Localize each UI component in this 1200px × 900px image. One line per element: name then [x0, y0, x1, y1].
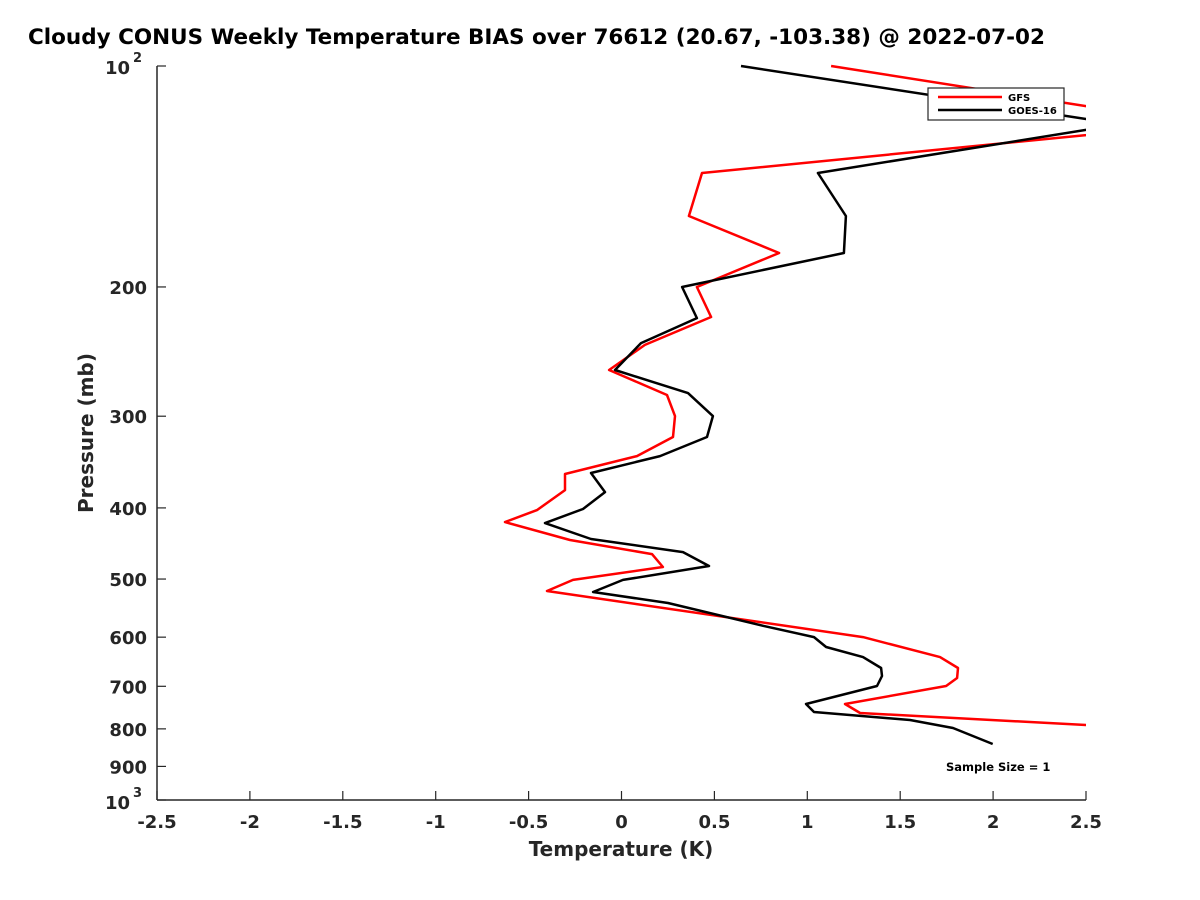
x-tick-label: -2	[240, 812, 260, 833]
x-axis-label: Temperature (K)	[529, 837, 714, 861]
y-tick-label: 400	[109, 499, 147, 520]
x-ticks: -2.5 -2 -1.5 -1 -0.5 0 0.5 1 1.5 2 2.5	[137, 791, 1102, 833]
y-tick-label-base: 10	[105, 58, 130, 79]
y-tick-label: 900	[109, 757, 147, 778]
y-tick-label: 300	[109, 407, 147, 428]
legend-label-gfs: GFS	[1008, 93, 1030, 104]
legend-label-goes16: GOES-16	[1008, 106, 1057, 117]
x-tick-label: 2.5	[1070, 812, 1102, 833]
y-tick-label-exponent: 2	[133, 51, 142, 66]
y-tick-label: 500	[109, 570, 147, 591]
x-tick-label: -1	[426, 812, 446, 833]
legend: GFS GOES-16	[927, 87, 1065, 121]
y-tick-label: 200	[109, 278, 147, 299]
y-tick-label: 800	[109, 720, 147, 741]
x-tick-label: 1.5	[884, 812, 916, 833]
x-tick-label: -2.5	[137, 812, 176, 833]
series-layer	[503, 64, 1086, 746]
x-tick-label: 2	[987, 812, 1000, 833]
y-tick-label-base: 10	[105, 793, 130, 814]
x-tick-label: 1	[801, 812, 814, 833]
x-tick-label: 0	[615, 812, 628, 833]
x-tick-label: -1.5	[323, 812, 362, 833]
x-tick-label: 0.5	[698, 812, 730, 833]
y-tick-label-exponent: 3	[133, 786, 142, 801]
sample-size-annotation: Sample Size = 1	[946, 760, 1050, 774]
x-tick-label: -0.5	[509, 812, 548, 833]
y-axis-label: Pressure (mb)	[74, 353, 98, 513]
y-tick-label: 700	[109, 677, 147, 698]
series-line-goes-16	[543, 64, 1086, 746]
legend-box	[927, 87, 1065, 121]
chart-title: Cloudy CONUS Weekly Temperature BIAS ove…	[28, 25, 1045, 50]
series-line-gfs	[503, 64, 1086, 727]
y-tick-label: 600	[109, 628, 147, 649]
